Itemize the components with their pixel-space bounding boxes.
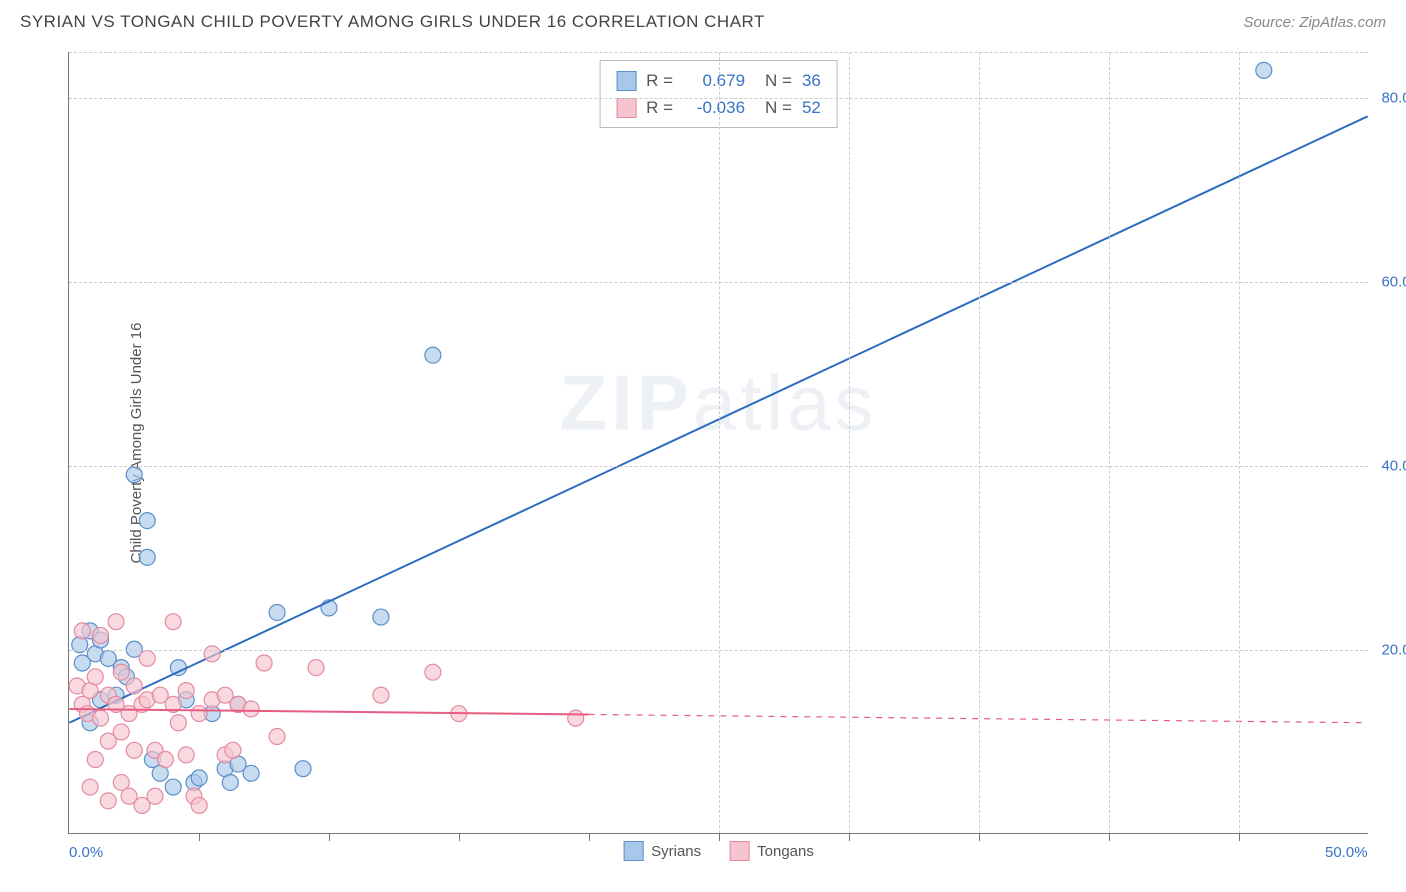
y-tick-label: 80.0% [1381,90,1406,107]
scatter-point [425,664,441,680]
legend-swatch [729,841,749,861]
scatter-point [225,742,241,758]
scatter-point [425,347,441,363]
scatter-point [295,761,311,777]
scatter-point [178,683,194,699]
scatter-point [243,701,259,717]
scatter-point [108,614,124,630]
x-tick-label: 50.0% [1325,844,1368,861]
plot-area: ZIPatlas R =0.679N =36R =-0.036N =52 Syr… [68,52,1368,834]
legend-label: Syrians [651,843,701,860]
grid-line-vertical [1239,52,1240,833]
y-tick-label: 60.0% [1381,274,1406,291]
legend-swatch [623,841,643,861]
scatter-point [93,710,109,726]
x-tick-mark [459,833,460,841]
grid-line-vertical [719,52,720,833]
scatter-point [222,774,238,790]
scatter-point [170,715,186,731]
scatter-point [100,793,116,809]
source-credit: Source: ZipAtlas.com [1243,14,1386,31]
scatter-point [269,604,285,620]
x-tick-mark [329,833,330,841]
x-tick-mark [589,833,590,841]
scatter-point [165,614,181,630]
scatter-point [178,747,194,763]
legend-item: Tongans [729,841,814,861]
scatter-point [126,467,142,483]
scatter-point [113,724,129,740]
scatter-point [126,742,142,758]
scatter-point [139,549,155,565]
scatter-point [308,660,324,676]
x-tick-mark [199,833,200,841]
x-tick-mark [849,833,850,841]
chart-title: SYRIAN VS TONGAN CHILD POVERTY AMONG GIR… [20,12,765,32]
scatter-point [126,678,142,694]
scatter-point [191,770,207,786]
scatter-point [269,729,285,745]
grid-line-vertical [1109,52,1110,833]
scatter-point [373,687,389,703]
x-tick-mark [1239,833,1240,841]
scatter-point [113,664,129,680]
scatter-point [139,513,155,529]
scatter-point [87,669,103,685]
x-tick-label: 0.0% [69,844,103,861]
scatter-point [191,706,207,722]
scatter-point [147,788,163,804]
scatter-point [256,655,272,671]
scatter-point [87,752,103,768]
chart-container: Child Poverty Among Girls Under 16 ZIPat… [20,42,1390,844]
scatter-point [165,779,181,795]
scatter-point [139,650,155,666]
grid-line-vertical [979,52,980,833]
scatter-point [1256,62,1272,78]
y-tick-label: 40.0% [1381,458,1406,475]
scatter-point [170,660,186,676]
scatter-point [74,623,90,639]
grid-line-vertical [849,52,850,833]
scatter-point [204,646,220,662]
legend-item: Syrians [623,841,701,861]
legend-label: Tongans [757,843,814,860]
x-tick-mark [1109,833,1110,841]
scatter-point [157,752,173,768]
scatter-point [93,627,109,643]
legend-bottom: Syrians Tongans [623,841,814,861]
scatter-point [568,710,584,726]
scatter-point [243,765,259,781]
regression-line [69,709,588,715]
scatter-point [82,779,98,795]
x-tick-mark [719,833,720,841]
y-tick-label: 20.0% [1381,642,1406,659]
chart-header: SYRIAN VS TONGAN CHILD POVERTY AMONG GIR… [0,0,1406,38]
scatter-point [373,609,389,625]
x-tick-mark [979,833,980,841]
scatter-point [191,797,207,813]
